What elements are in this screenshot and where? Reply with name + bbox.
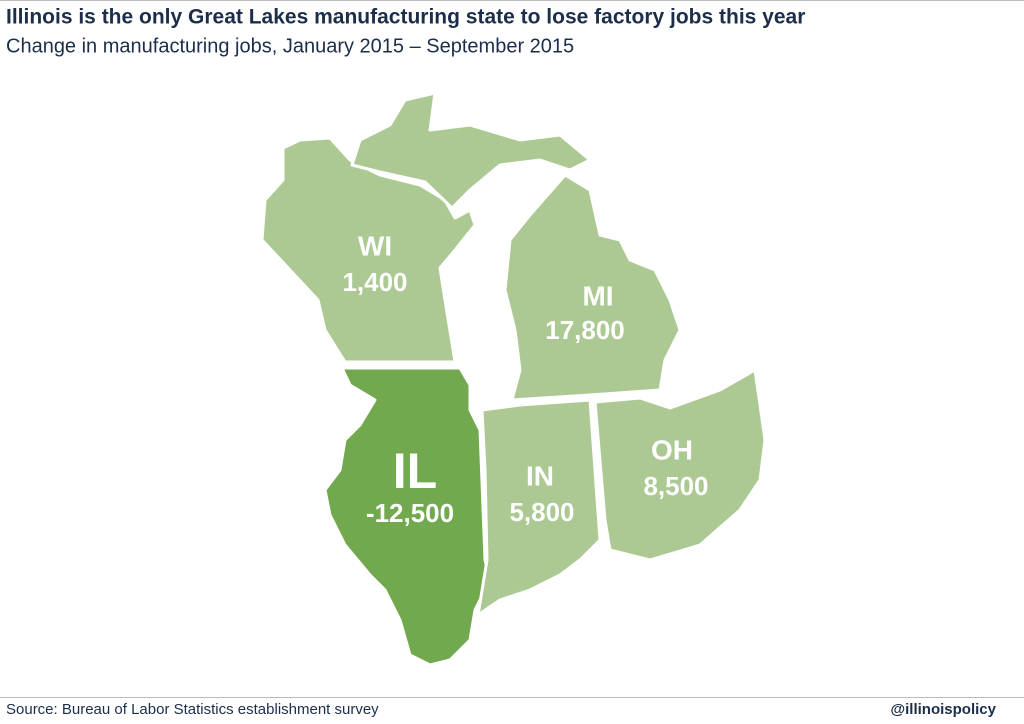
state-code: WI: [358, 230, 392, 261]
state-value: -12,500: [366, 498, 454, 528]
title: Illinois is the only Great Lakes manufac…: [6, 6, 805, 29]
state-code: IL: [393, 443, 437, 499]
state-value: 5,800: [509, 497, 574, 527]
state-value: 8,500: [643, 471, 708, 501]
state-in: [476, 398, 602, 617]
state-value: 1,400: [342, 267, 407, 297]
state-code: IN: [526, 460, 554, 491]
state-code: MI: [582, 280, 613, 311]
state-mi-upper: [350, 91, 592, 210]
handle: @illinoispolicy: [891, 701, 997, 718]
state-value: 17,800: [545, 315, 625, 345]
state-code: OH: [651, 434, 693, 465]
state-il: [323, 366, 492, 667]
state-mi-lower: [503, 173, 682, 402]
subtitle: Change in manufacturing jobs, January 20…: [6, 35, 574, 57]
source: Source: Bureau of Labor Statistics estab…: [6, 701, 379, 718]
state-oh: [593, 368, 767, 562]
